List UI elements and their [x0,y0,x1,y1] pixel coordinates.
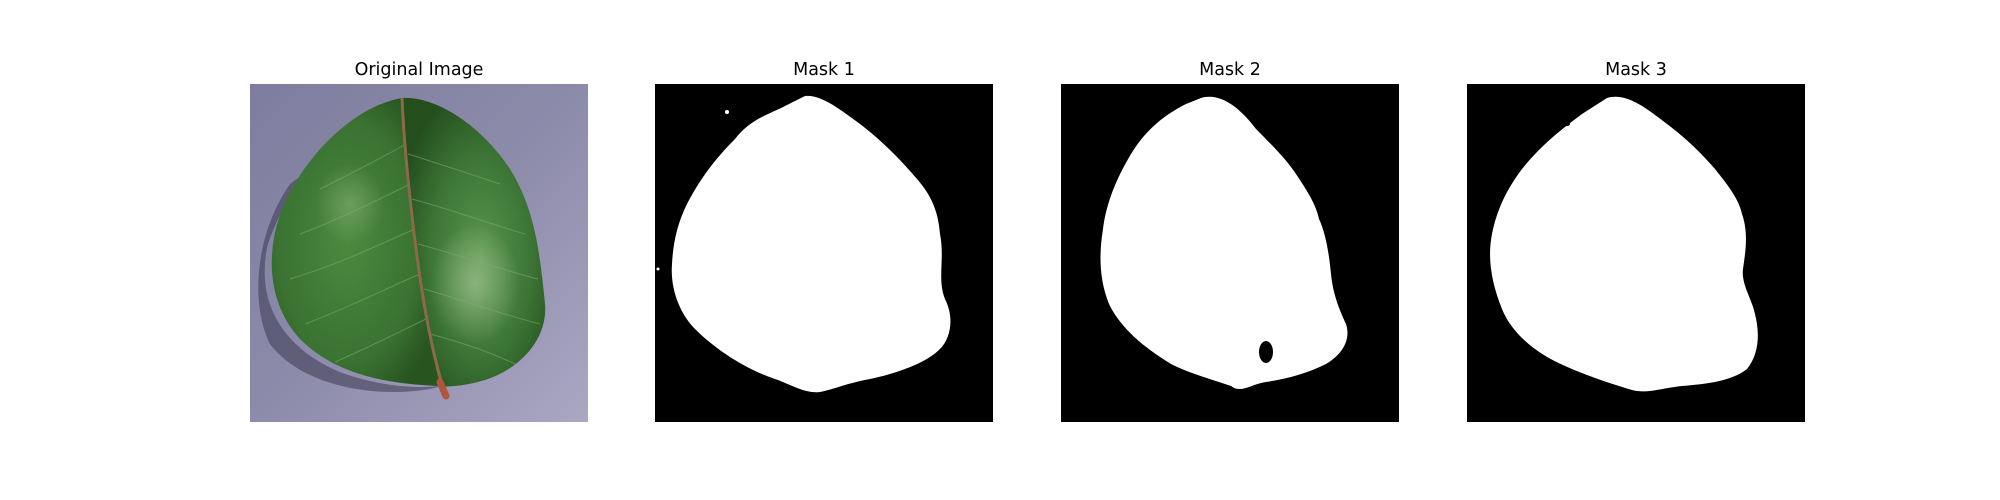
mask-2-image [1061,84,1399,422]
panel-title: Mask 3 [1605,60,1667,80]
leaf-midrib [400,97,444,385]
mask-3-image [1467,84,1805,422]
mask-foreground [671,95,951,393]
panel-title: Original Image [354,60,484,80]
panel-mask-3: Mask 3 [1467,60,1805,423]
mask-foreground [1100,96,1348,390]
leaf-highlight [430,224,520,344]
leaf-stem [436,378,450,400]
mask-hole [1259,341,1273,363]
panel-mask-1: Mask 1 [655,60,993,423]
mask-speck [725,110,729,114]
panel-title: Mask 2 [1199,60,1261,80]
leaf-veins [289,143,541,365]
mask-speck [656,267,660,271]
mask-foreground [1490,96,1758,392]
mask-1-image [655,84,993,422]
leaf-highlight [315,164,385,244]
panel-mask-2: Mask 2 [1061,60,1399,423]
original-leaf-photo [250,84,588,422]
mask-hole [1564,122,1570,126]
panel-title: Mask 1 [793,60,855,80]
panel-original-image: Original Image [250,60,588,423]
